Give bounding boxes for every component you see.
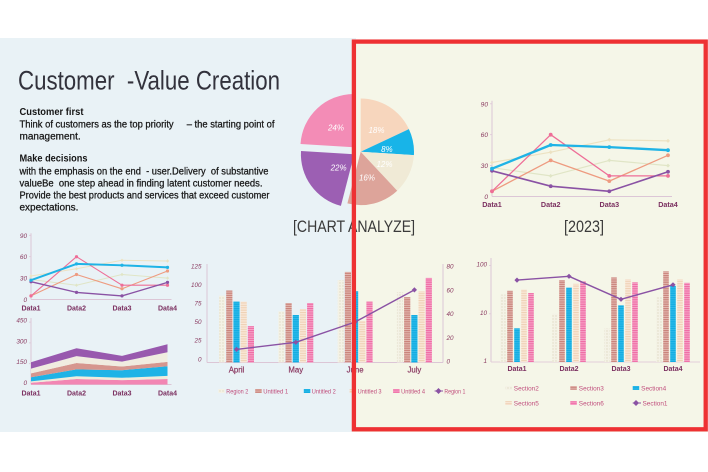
svg-text:Data2: Data2 bbox=[67, 306, 86, 313]
svg-text:80: 80 bbox=[447, 264, 455, 271]
svg-text:Region 2: Region 2 bbox=[226, 389, 248, 396]
svg-text:20: 20 bbox=[446, 335, 455, 342]
svg-text:1: 1 bbox=[483, 358, 487, 365]
svg-text:Make decisions: Make decisions bbox=[20, 153, 88, 165]
svg-text:Section4: Section4 bbox=[641, 386, 666, 393]
svg-text:Region 1: Region 1 bbox=[444, 389, 465, 396]
svg-text:0: 0 bbox=[198, 356, 202, 363]
svg-text:10: 10 bbox=[480, 310, 488, 317]
svg-text:Section3: Section3 bbox=[579, 386, 604, 393]
svg-text:24%: 24% bbox=[327, 124, 344, 133]
svg-text:30: 30 bbox=[481, 163, 489, 170]
svg-text:expectations.: expectations. bbox=[20, 203, 79, 214]
svg-text:100: 100 bbox=[191, 282, 202, 289]
svg-text:0: 0 bbox=[484, 194, 488, 201]
svg-text:30: 30 bbox=[20, 276, 28, 283]
svg-text:Customer -Value Creation: Customer -Value Creation bbox=[18, 66, 280, 96]
svg-text:125: 125 bbox=[191, 264, 202, 271]
svg-text:60: 60 bbox=[447, 287, 455, 294]
svg-text:Section5: Section5 bbox=[514, 401, 539, 408]
svg-text:0: 0 bbox=[23, 380, 27, 387]
svg-text:Data1: Data1 bbox=[507, 366, 526, 373]
svg-text:75: 75 bbox=[194, 301, 202, 308]
svg-text:90: 90 bbox=[481, 101, 489, 108]
svg-text:management.: management. bbox=[20, 132, 81, 143]
svg-text:Provide the best products and: Provide the best products and services t… bbox=[20, 191, 271, 202]
svg-text:90: 90 bbox=[20, 233, 28, 240]
svg-text:150: 150 bbox=[16, 359, 27, 366]
svg-text:Data3: Data3 bbox=[112, 391, 131, 398]
svg-text:60: 60 bbox=[481, 132, 489, 139]
svg-text:25: 25 bbox=[193, 338, 202, 345]
svg-text:Data4: Data4 bbox=[658, 200, 678, 209]
svg-text:Think of customers as the top: Think of customers as the top priority –… bbox=[20, 120, 275, 131]
svg-text:May: May bbox=[288, 366, 303, 375]
svg-text:Data3: Data3 bbox=[611, 366, 630, 373]
svg-text:Data4: Data4 bbox=[158, 391, 177, 398]
svg-text:Data3: Data3 bbox=[600, 200, 620, 209]
svg-text:Data1: Data1 bbox=[21, 306, 40, 313]
svg-text:Data2: Data2 bbox=[559, 366, 578, 373]
svg-text:0: 0 bbox=[447, 359, 451, 366]
svg-text:Data1: Data1 bbox=[482, 200, 502, 209]
svg-text:Data2: Data2 bbox=[67, 391, 86, 398]
svg-text:Data4: Data4 bbox=[663, 366, 682, 373]
svg-text:22%: 22% bbox=[330, 164, 347, 173]
svg-text:with the emphasis on the end: with the emphasis on the end - user.Deli… bbox=[19, 167, 269, 178]
svg-text:[2023]: [2023] bbox=[564, 218, 604, 236]
svg-text:Section2: Section2 bbox=[514, 386, 539, 393]
svg-text:450: 450 bbox=[16, 318, 27, 325]
svg-text:Untitled 4: Untitled 4 bbox=[401, 389, 425, 396]
svg-text:300: 300 bbox=[16, 338, 27, 345]
svg-text:Untitled 1: Untitled 1 bbox=[263, 389, 288, 396]
svg-text:Data2: Data2 bbox=[541, 200, 561, 209]
svg-text:18%: 18% bbox=[368, 126, 384, 135]
svg-text:16%: 16% bbox=[359, 173, 375, 182]
svg-text:8%: 8% bbox=[381, 145, 393, 154]
svg-text:Data1: Data1 bbox=[21, 391, 40, 398]
svg-text:July: July bbox=[407, 366, 421, 375]
svg-text:60: 60 bbox=[20, 254, 28, 261]
svg-text:40: 40 bbox=[447, 311, 455, 318]
svg-text:100: 100 bbox=[476, 262, 487, 269]
svg-text:50: 50 bbox=[194, 319, 202, 326]
svg-text:Data4: Data4 bbox=[158, 306, 177, 313]
svg-text:Section1: Section1 bbox=[643, 401, 668, 408]
svg-text:12%: 12% bbox=[376, 160, 392, 169]
svg-text:0: 0 bbox=[23, 297, 27, 304]
svg-text:Section6: Section6 bbox=[579, 401, 604, 408]
svg-text:April: April bbox=[229, 366, 245, 375]
svg-text:Customer first: Customer first bbox=[20, 106, 84, 118]
svg-text:Data3: Data3 bbox=[112, 306, 131, 313]
svg-text:valueBe one step ahead in fin: valueBe one step ahead in finding latent… bbox=[20, 179, 263, 190]
svg-text:Untitled 3: Untitled 3 bbox=[358, 389, 382, 396]
svg-text:Untitled 2: Untitled 2 bbox=[312, 389, 336, 396]
